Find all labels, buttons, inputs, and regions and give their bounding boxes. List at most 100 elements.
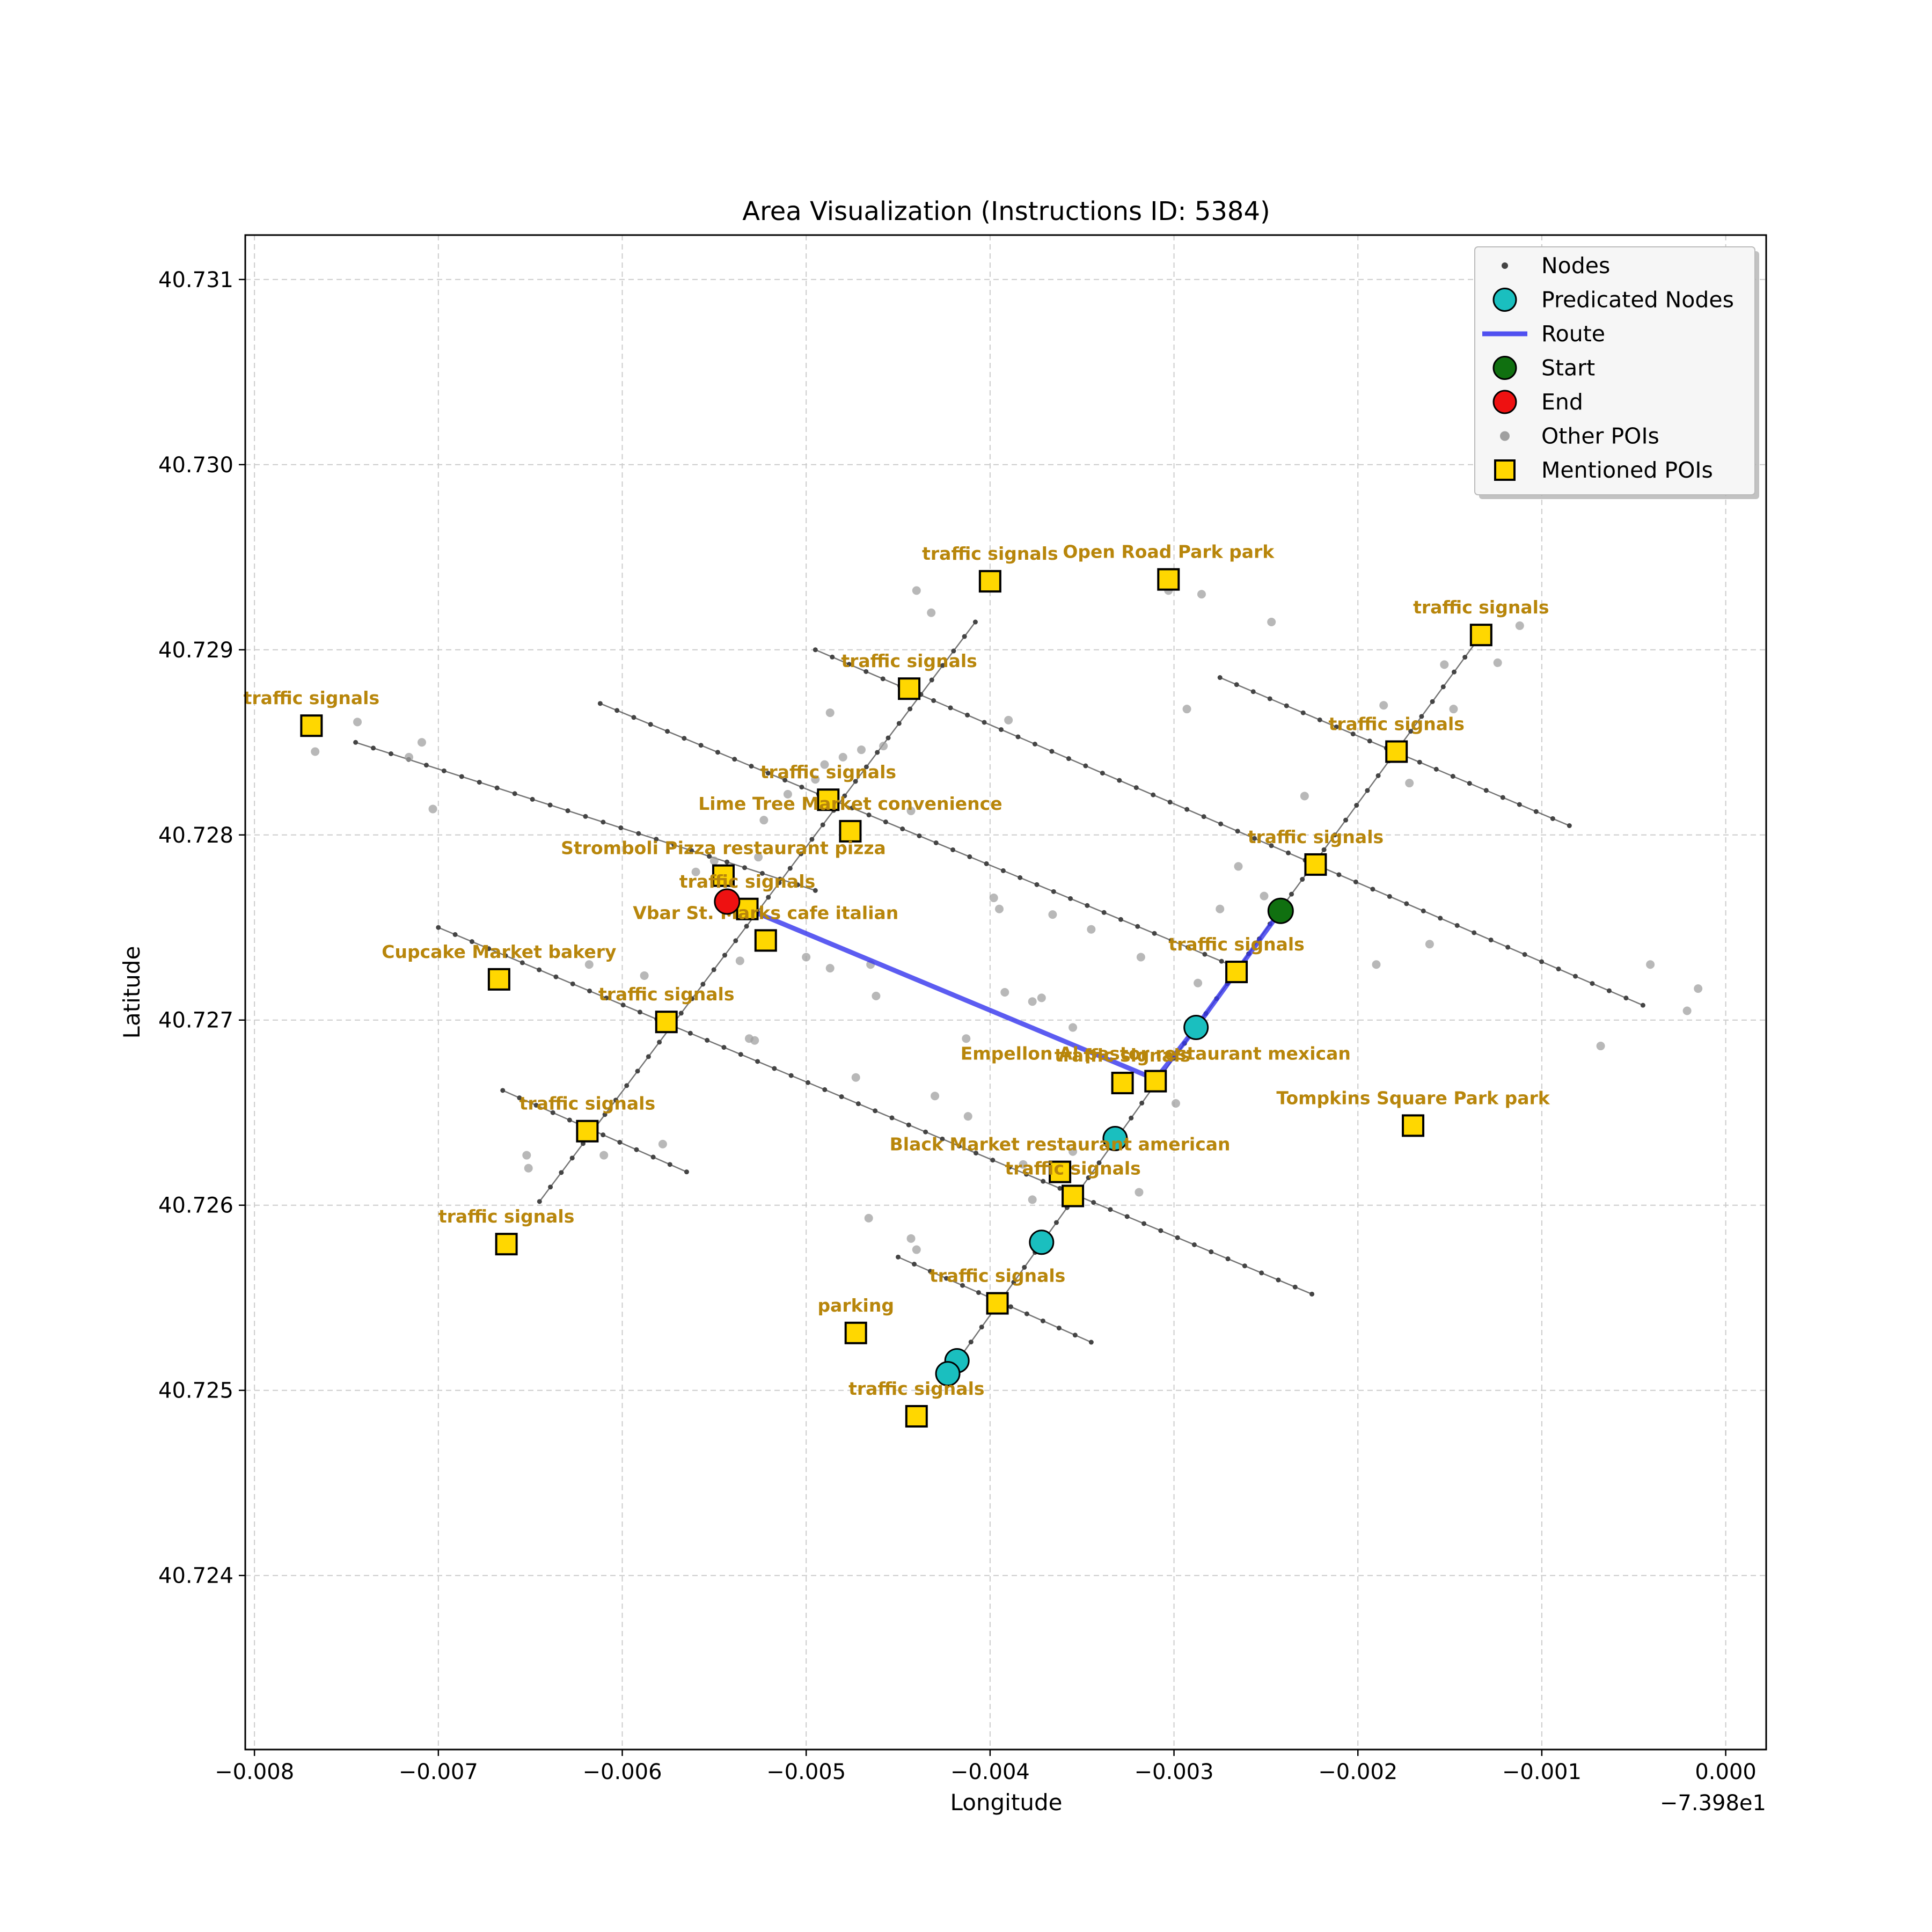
predicated-node-marker [935, 1361, 961, 1387]
road-node [1218, 821, 1224, 826]
mentioned-poi-marker [844, 1321, 867, 1344]
road-node [1567, 823, 1572, 829]
road-node [650, 1154, 656, 1160]
road-node [1354, 803, 1359, 808]
road-node [1068, 896, 1073, 901]
road-node [550, 1110, 555, 1115]
road-node [1452, 669, 1457, 675]
legend-mentioned-poi-swatch [1494, 459, 1516, 481]
legend-label: Other POIs [1541, 423, 1659, 449]
other-poi-marker [1028, 1195, 1037, 1204]
road-node [765, 771, 771, 776]
road-node [537, 1199, 542, 1204]
y-tick-label: 40.731 [158, 268, 233, 292]
road-node [503, 953, 508, 958]
mentioned-poi-marker [1402, 1114, 1425, 1137]
mentioned-poi-marker [754, 929, 777, 952]
road-node [1034, 882, 1040, 887]
road-node [700, 982, 706, 987]
other-poi-marker [838, 752, 847, 762]
mentioned-poi-label: traffic signals [1168, 934, 1304, 955]
other-poi-marker [912, 1245, 921, 1254]
other-poi-marker [1300, 792, 1309, 801]
grid-layer [245, 235, 1766, 1750]
mentioned-poi-label: traffic signals [922, 543, 1058, 564]
road-node [1056, 1326, 1062, 1331]
mentioned-poi-marker [655, 1011, 678, 1034]
road-node [1300, 877, 1305, 882]
y-tick-label: 40.724 [158, 1564, 233, 1589]
other-poi-marker [1069, 1023, 1078, 1032]
legend-label: Start [1541, 355, 1595, 381]
road-node [906, 1122, 911, 1128]
road-node [842, 793, 847, 799]
other-poi-marker [912, 586, 921, 595]
road-node [486, 946, 492, 952]
road-node [777, 880, 782, 885]
road-node [687, 1030, 693, 1036]
other-poi-marker [1515, 621, 1524, 630]
other-poi-marker [1194, 978, 1203, 987]
road-node [772, 1066, 777, 1071]
road-node [559, 1170, 564, 1175]
mentioned-poi-marker [1049, 1160, 1072, 1183]
road-node [755, 1059, 760, 1064]
other-poi-marker [864, 1213, 873, 1223]
other-poi-marker [584, 960, 594, 969]
road-node [1462, 655, 1468, 660]
road-node [654, 837, 659, 842]
road-node [519, 960, 525, 965]
road-node [452, 932, 458, 937]
other-poi-marker [417, 738, 426, 747]
mentioned-poi-marker [487, 968, 510, 991]
mentioned-poi-label: traffic signals [679, 871, 815, 892]
road-node [604, 996, 609, 1001]
road-node [999, 727, 1004, 732]
mentioned-poi-label: traffic signals [841, 650, 977, 671]
other-poi-marker [759, 816, 769, 825]
road-node [744, 924, 749, 929]
x-tick-label: −0.001 [1502, 1760, 1582, 1784]
other-poi-marker [1596, 1042, 1605, 1051]
x-axis-offset-label: −7.398e1 [1660, 1791, 1766, 1816]
road-node [1334, 724, 1339, 730]
road-node [667, 1162, 672, 1167]
road-node [512, 791, 517, 796]
road-node [875, 750, 880, 755]
road-node [967, 854, 972, 859]
road-node [553, 974, 559, 979]
road-node [820, 822, 825, 828]
x-tick-label: −0.007 [399, 1760, 478, 1784]
road-node [1483, 788, 1489, 793]
road-node [1049, 749, 1055, 754]
road-node [1252, 836, 1257, 841]
road-node [389, 751, 394, 756]
x-tick-label: −0.005 [766, 1760, 846, 1784]
road-node [1343, 817, 1349, 823]
road-node [984, 861, 989, 866]
other-poi-marker [783, 789, 792, 799]
road-node [1139, 1100, 1145, 1106]
mentioned-poi-marker [898, 677, 921, 700]
road-node [547, 802, 553, 808]
road-node [631, 715, 636, 720]
mentioned-poi-label: traffic signals [244, 687, 379, 708]
other-poi-marker [989, 894, 998, 903]
road-node [912, 1262, 917, 1267]
road-node [1051, 889, 1056, 894]
other-poi-marker [1267, 618, 1276, 627]
other-poi-marker [851, 1073, 860, 1082]
road-node [1191, 1242, 1197, 1247]
road-node [896, 1254, 901, 1260]
road-node [933, 840, 939, 845]
road-node [759, 870, 765, 876]
road-node [850, 806, 855, 811]
road-node [1269, 843, 1274, 848]
road-node [1539, 959, 1545, 964]
other-poi-marker [524, 1163, 533, 1173]
road-node [1168, 938, 1174, 943]
road-node [976, 1290, 981, 1295]
road-node [940, 1136, 945, 1141]
other-poi-marker [1087, 925, 1096, 934]
